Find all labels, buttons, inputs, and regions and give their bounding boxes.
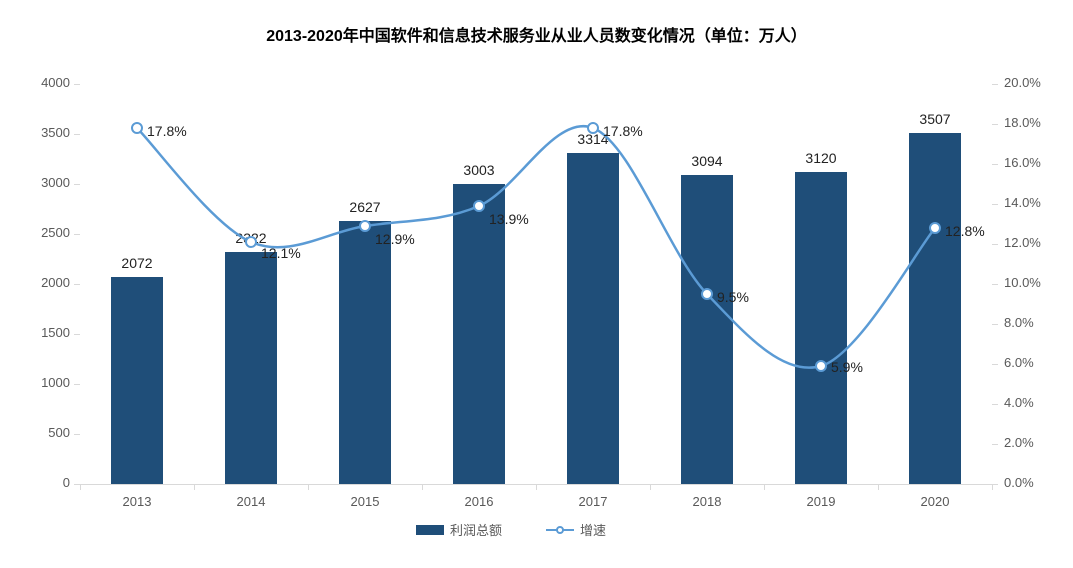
- legend-bar-label: 利润总额: [450, 520, 502, 539]
- line-value-label: 5.9%: [831, 359, 863, 375]
- legend-bar-swatch: [416, 525, 444, 535]
- chart-container: 2013-2020年中国软件和信息技术服务业从业人员数变化情况（单位：万人） 0…: [0, 0, 1073, 568]
- x-tick-mark: [536, 484, 537, 490]
- legend-line-swatch: [546, 525, 574, 535]
- x-tick-mark: [308, 484, 309, 490]
- y-right-tick-label: 4.0%: [1004, 395, 1064, 410]
- legend-item-line: 增速: [546, 520, 606, 539]
- y-right-tick-mark: [992, 404, 998, 405]
- line-marker: [246, 237, 256, 247]
- growth-line: [137, 126, 935, 368]
- y-right-tick-label: 18.0%: [1004, 115, 1064, 130]
- y-right-tick-mark: [992, 244, 998, 245]
- line-value-label: 12.1%: [261, 245, 301, 261]
- line-value-label: 9.5%: [717, 289, 749, 305]
- x-tick-mark: [194, 484, 195, 490]
- y-right-tick-label: 6.0%: [1004, 355, 1064, 370]
- y-right-tick-mark: [992, 444, 998, 445]
- chart-title: 2013-2020年中国软件和信息技术服务业从业人员数变化情况（单位：万人）: [0, 22, 1073, 46]
- line-marker: [360, 221, 370, 231]
- x-tick-label: 2018: [693, 494, 722, 509]
- x-tick-mark: [764, 484, 765, 490]
- legend-line-label: 增速: [580, 520, 606, 539]
- y-right-tick-mark: [992, 84, 998, 85]
- x-tick-label: 2016: [465, 494, 494, 509]
- y-right-tick-mark: [992, 164, 998, 165]
- line-layer: [80, 84, 992, 484]
- y-left-tick-label: 1000: [20, 375, 70, 390]
- y-right-tick-label: 14.0%: [1004, 195, 1064, 210]
- y-left-tick-label: 500: [20, 425, 70, 440]
- line-marker: [474, 201, 484, 211]
- line-marker: [702, 289, 712, 299]
- y-right-tick-mark: [992, 204, 998, 205]
- y-right-tick-label: 2.0%: [1004, 435, 1064, 450]
- x-tick-label: 2020: [921, 494, 950, 509]
- y-right-tick-label: 0.0%: [1004, 475, 1064, 490]
- line-marker: [930, 223, 940, 233]
- x-tick-label: 2013: [123, 494, 152, 509]
- y-right-tick-mark: [992, 364, 998, 365]
- x-tick-mark: [650, 484, 651, 490]
- y-left-tick-label: 0: [20, 475, 70, 490]
- line-value-label: 12.9%: [375, 231, 415, 247]
- y-right-tick-mark: [992, 484, 998, 485]
- legend-item-bar: 利润总额: [416, 520, 502, 539]
- line-marker: [588, 123, 598, 133]
- x-tick-label: 2014: [237, 494, 266, 509]
- y-left-tick-label: 2000: [20, 275, 70, 290]
- x-tick-label: 2015: [351, 494, 380, 509]
- line-value-label: 17.8%: [603, 123, 643, 139]
- line-marker: [816, 361, 826, 371]
- y-right-tick-mark: [992, 324, 998, 325]
- x-tick-mark: [422, 484, 423, 490]
- y-left-tick-mark: [74, 484, 80, 485]
- y-left-tick-label: 3000: [20, 175, 70, 190]
- y-right-tick-label: 10.0%: [1004, 275, 1064, 290]
- y-right-tick-label: 8.0%: [1004, 315, 1064, 330]
- y-right-tick-label: 12.0%: [1004, 235, 1064, 250]
- line-marker: [132, 123, 142, 133]
- y-left-tick-label: 4000: [20, 75, 70, 90]
- plot-area: 050010001500200025003000350040000.0%2.0%…: [80, 84, 992, 484]
- x-tick-mark: [80, 484, 81, 490]
- line-value-label: 12.8%: [945, 223, 985, 239]
- y-right-tick-mark: [992, 124, 998, 125]
- y-right-tick-label: 20.0%: [1004, 75, 1064, 90]
- x-tick-mark: [878, 484, 879, 490]
- line-value-label: 13.9%: [489, 211, 529, 227]
- line-value-label: 17.8%: [147, 123, 187, 139]
- x-tick-label: 2017: [579, 494, 608, 509]
- y-left-tick-label: 3500: [20, 125, 70, 140]
- y-right-tick-mark: [992, 284, 998, 285]
- x-tick-label: 2019: [807, 494, 836, 509]
- y-left-tick-label: 2500: [20, 225, 70, 240]
- y-left-tick-label: 1500: [20, 325, 70, 340]
- y-right-tick-label: 16.0%: [1004, 155, 1064, 170]
